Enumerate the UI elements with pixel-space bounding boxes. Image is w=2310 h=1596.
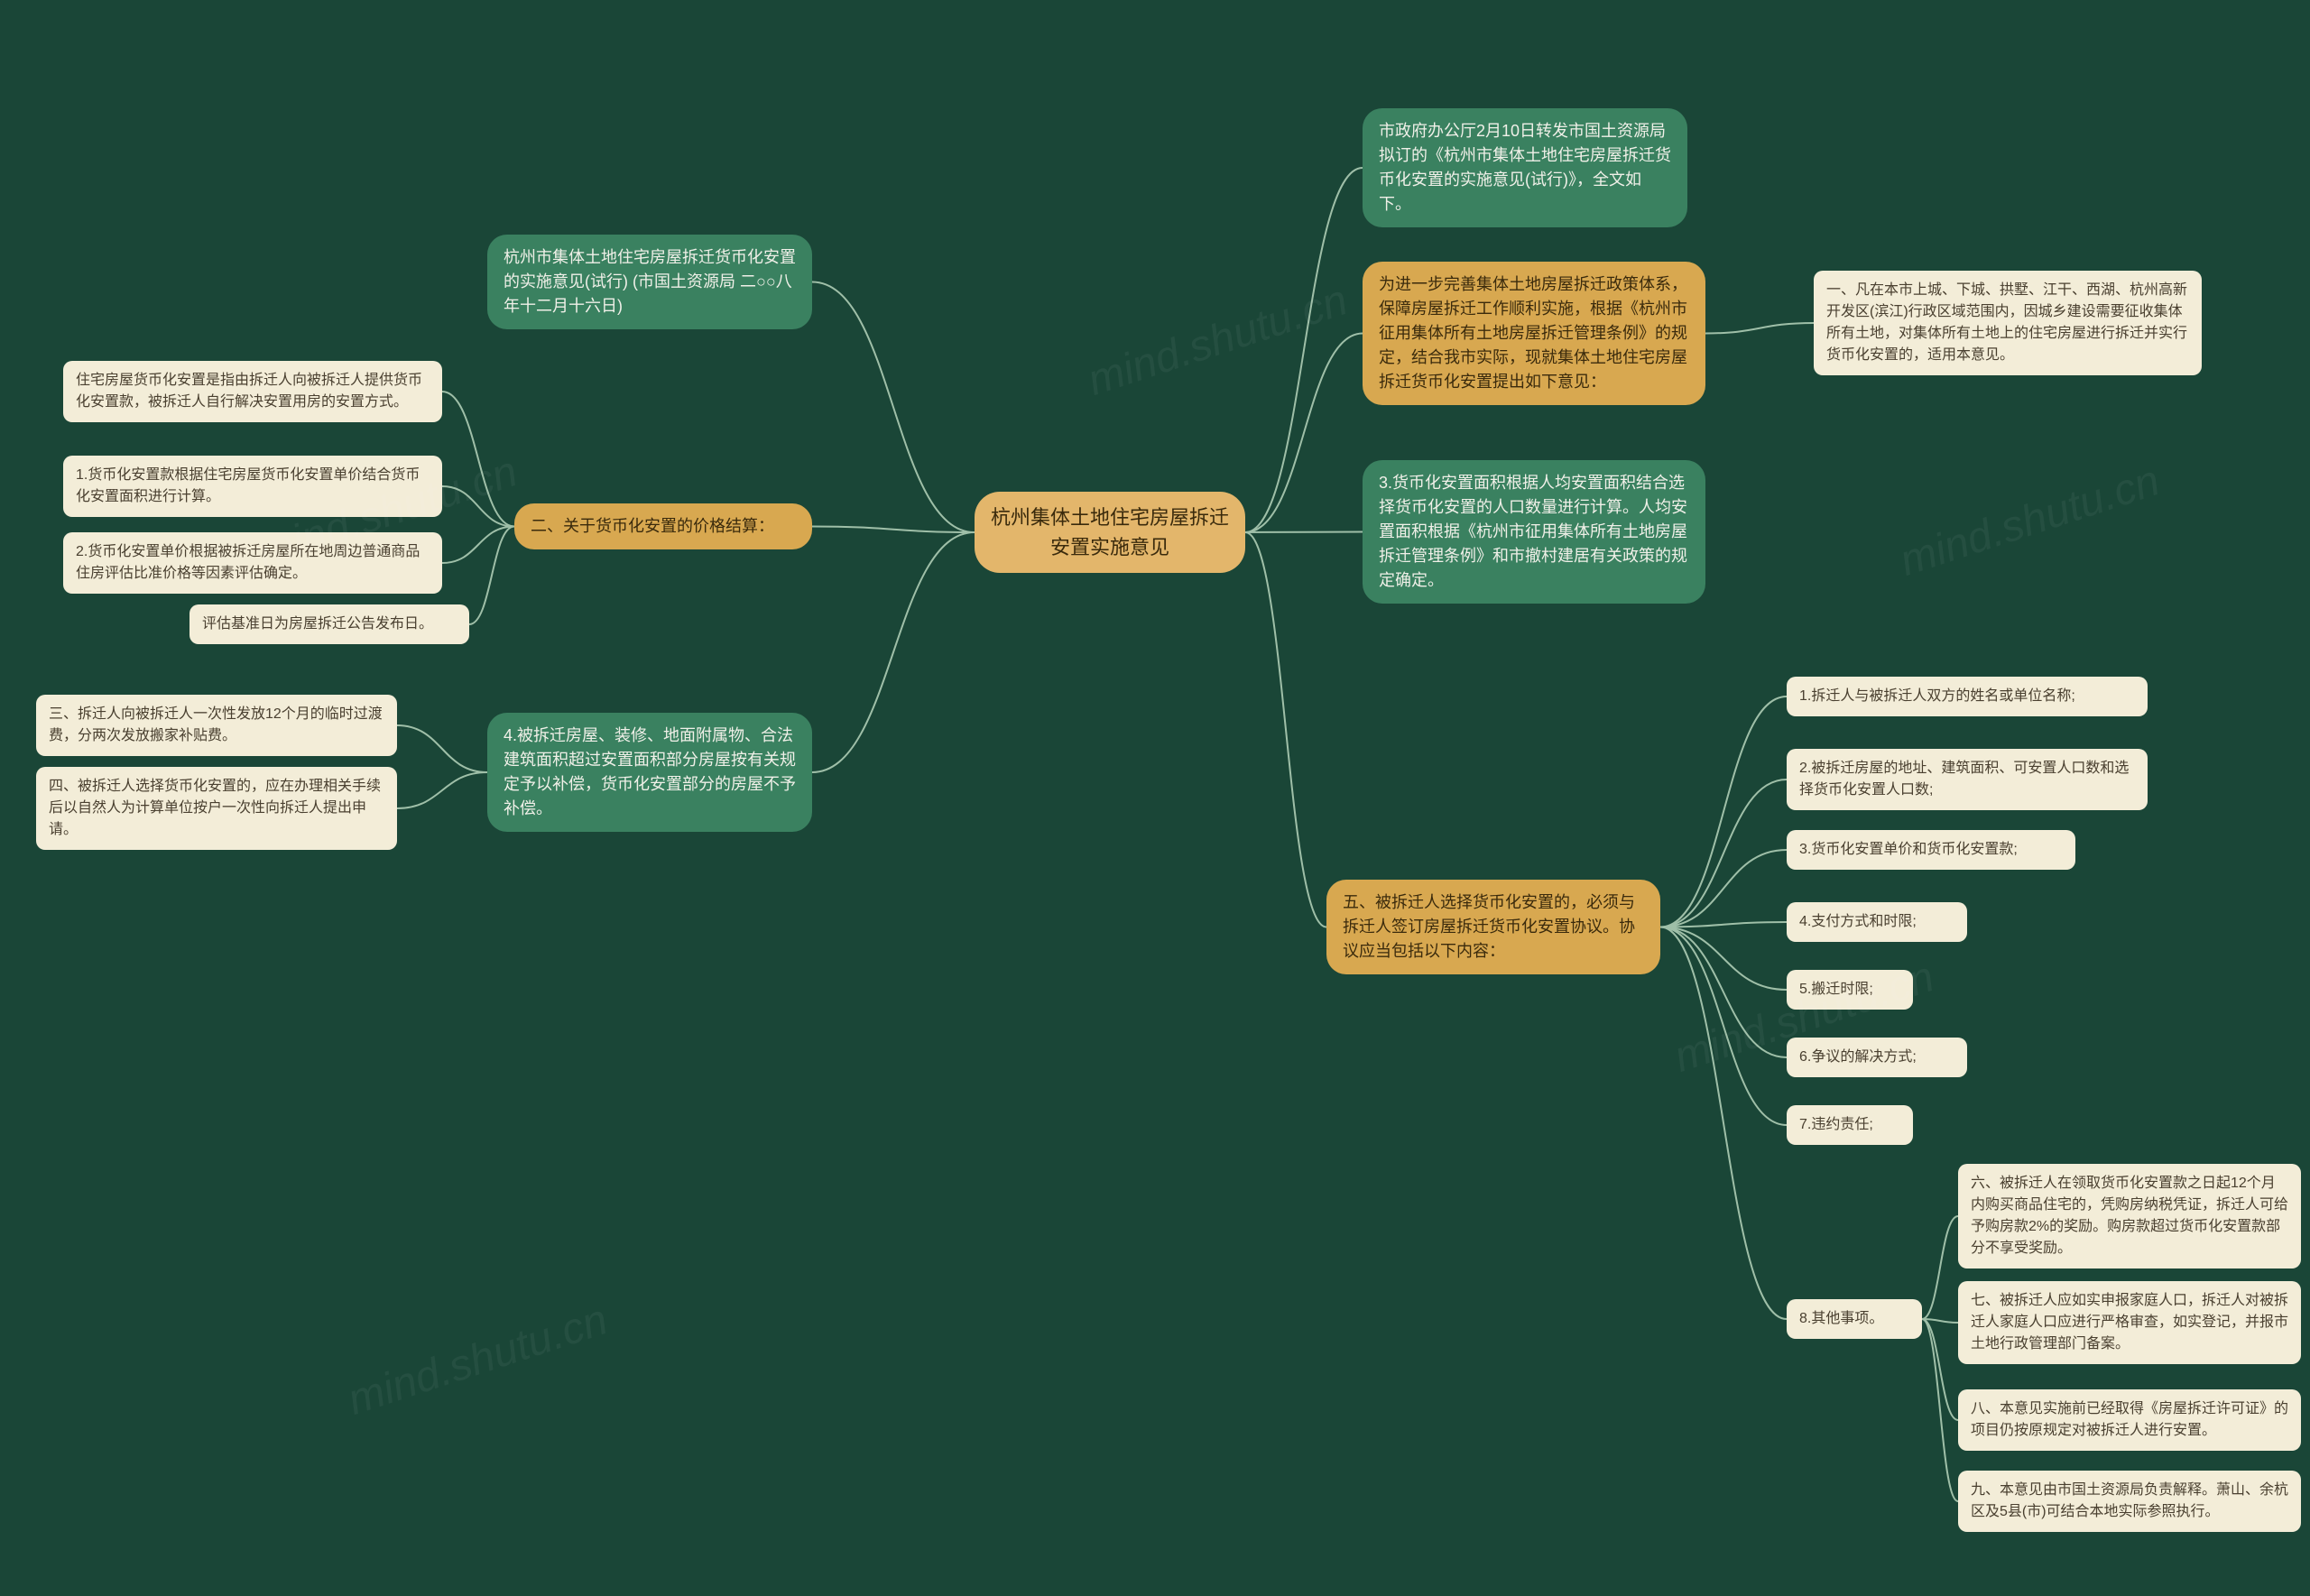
node-r5_8d[interactable]: 九、本意见由市国土资源局负责解释。萧山、余杭区及5县(市)可结合本地实际参照执行… [1958,1471,2301,1532]
node-l_sec4_a[interactable]: 三、拆迁人向被拆迁人一次性发放12个月的临时过渡费，分两次发放搬家补贴费。 [36,695,397,756]
connector [442,527,514,564]
node-r_intro[interactable]: 市政府办公厅2月10日转发市国土资源局拟订的《杭州市集体土地住宅房屋拆迁货币化安… [1363,108,1687,227]
connector [1660,697,1787,927]
connector [442,392,514,527]
node-r5_4[interactable]: 4.支付方式和时限; [1787,902,1967,942]
node-r5_5[interactable]: 5.搬迁时限; [1787,970,1913,1010]
connector [812,527,975,533]
connector [1245,532,1363,533]
node-l_sec2_c[interactable]: 2.货币化安置单价根据被拆迁房屋所在地周边普通商品住房评估比准价格等因素评估确定… [63,532,442,594]
connector [1922,1319,1958,1420]
node-r5_1[interactable]: 1.拆迁人与被拆迁人双方的姓名或单位名称; [1787,677,2148,716]
connector [1660,780,1787,927]
node-r_purpose[interactable]: 为进一步完善集体土地房屋拆迁政策体系，保障房屋拆迁工作顺利实施，根据《杭州市征用… [1363,262,1705,405]
node-r5_8b[interactable]: 七、被拆迁人应如实申报家庭人口，拆迁人对被拆迁人家庭人口应进行严格审查，如实登记… [1958,1281,2301,1364]
connector [1245,532,1326,927]
node-r5_7[interactable]: 7.违约责任; [1787,1105,1913,1145]
connector [1922,1319,1958,1501]
connector [1705,323,1814,334]
node-l_sec2[interactable]: 二、关于货币化安置的价格结算： [514,503,812,549]
connector [812,282,975,533]
connector [1245,168,1363,532]
connector [812,532,975,772]
node-l_sec2_a[interactable]: 住宅房屋货币化安置是指由拆迁人向被拆迁人提供货币化安置款，被拆迁人自行解决安置用… [63,361,442,422]
connector [1245,334,1363,533]
connector [1660,927,1787,1126]
node-r_purpose_leaf[interactable]: 一、凡在本市上城、下城、拱墅、江干、西湖、杭州高新开发区(滨江)行政区域范围内，… [1814,271,2202,375]
node-l_title[interactable]: 杭州市集体土地住宅房屋拆迁货币化安置的实施意见(试行) (市国土资源局 二○○八… [487,235,812,329]
node-r5_8[interactable]: 8.其他事项。 [1787,1299,1922,1339]
node-r5_3[interactable]: 3.货币化安置单价和货币化安置款; [1787,830,2075,870]
connector [469,527,514,625]
node-r5_8a[interactable]: 六、被拆迁人在领取货币化安置款之日起12个月内购买商品住宅的，凭购房纳税凭证，拆… [1958,1164,2301,1268]
connector [1922,1319,1958,1323]
connector [1922,1216,1958,1319]
node-l_sec2_b[interactable]: 1.货币化安置款根据住宅房屋货币化安置单价结合货币化安置面积进行计算。 [63,456,442,517]
node-l_sec2_d[interactable]: 评估基准日为房屋拆迁公告发布日。 [189,604,469,644]
node-l_sec4[interactable]: 4.被拆迁房屋、装修、地面附属物、合法建筑面积超过安置面积部分房屋按有关规定予以… [487,713,812,832]
node-r5_2[interactable]: 2.被拆迁房屋的地址、建筑面积、可安置人口数和选择货币化安置人口数; [1787,749,2148,810]
watermark: mind.shutu.cn [1082,275,1354,406]
center-node[interactable]: 杭州集体土地住宅房屋拆迁安置实施意见 [975,492,1245,573]
node-r_area[interactable]: 3.货币化安置面积根据人均安置面积结合选择货币化安置的人口数量进行计算。人均安置… [1363,460,1705,604]
connector [1660,927,1787,1058]
connector [1660,927,1787,991]
connector [397,772,487,808]
connector [1660,850,1787,927]
connector [442,486,514,527]
node-l_sec4_b[interactable]: 四、被拆迁人选择货币化安置的，应在办理相关手续后以自然人为计算单位按户一次性向拆… [36,767,397,850]
connector [1660,922,1787,927]
node-r5_8c[interactable]: 八、本意见实施前已经取得《房屋拆迁许可证》的项目仍按原规定对被拆迁人进行安置。 [1958,1389,2301,1451]
connector [1660,927,1787,1320]
node-r5_6[interactable]: 6.争议的解决方式; [1787,1038,1967,1077]
watermark: mind.shutu.cn [1894,456,2166,586]
watermark: mind.shutu.cn [342,1295,614,1425]
connector [397,725,487,772]
node-r_sec5[interactable]: 五、被拆迁人选择货币化安置的，必须与拆迁人签订房屋拆迁货币化安置协议。协议应当包… [1326,880,1660,974]
